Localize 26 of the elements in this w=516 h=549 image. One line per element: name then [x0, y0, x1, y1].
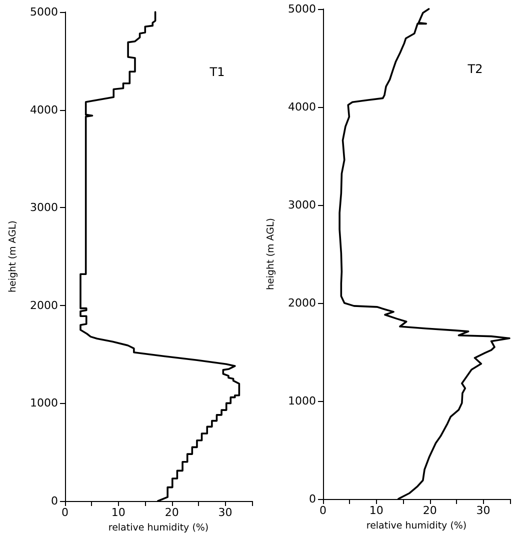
y-tick-label: 3000	[288, 198, 316, 212]
x-axis-title: relative humidity (%)	[108, 522, 209, 534]
annotation: T1	[208, 64, 225, 79]
x-tick-label: 20	[164, 506, 179, 519]
x-tick-label: 30	[476, 504, 490, 517]
y-tick-label: 1000	[288, 394, 316, 408]
x-tick-label: 10	[369, 504, 384, 517]
y-axis-title: height (m AGL)	[8, 220, 18, 292]
y-tick-label: 1000	[30, 396, 58, 410]
x-tick-label: 30	[218, 506, 232, 519]
x-tick-label: 0	[320, 504, 326, 517]
x-axis-title: relative humidity (%)	[366, 520, 467, 532]
y-axis-title: height (m AGL)	[266, 218, 276, 290]
y-tick-label: 2000	[30, 298, 58, 312]
y-tick-label: 5000	[288, 2, 316, 16]
y-tick-label: 3000	[30, 201, 58, 214]
y-tick-label: 2000	[288, 296, 316, 310]
y-tick-label: 4000	[288, 100, 316, 114]
y-tick-label: 5000	[30, 6, 58, 18]
x-tick-label: 20	[422, 504, 437, 517]
y-tick-label: 0	[309, 492, 316, 506]
x-tick-label: 0	[62, 506, 68, 519]
x-tick-label: 10	[111, 506, 126, 519]
y-tick-label: 4000	[30, 103, 58, 116]
annotation: T2	[466, 62, 483, 76]
y-tick-label: 0	[51, 494, 58, 508]
